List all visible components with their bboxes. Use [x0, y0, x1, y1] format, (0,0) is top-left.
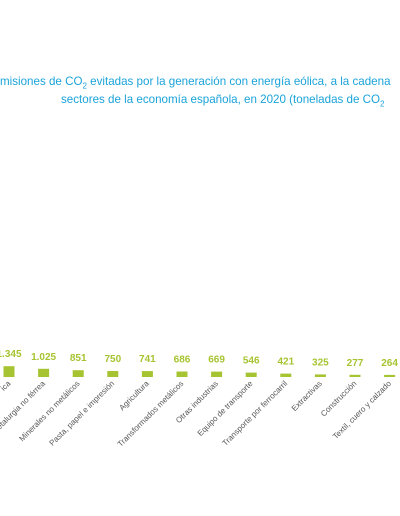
bar [3, 366, 15, 377]
bar-value-label: 1.345 [0, 349, 22, 360]
bar-value-label: 750 [104, 354, 121, 365]
bar [245, 372, 257, 377]
category-label: Textil, cuero y calzado [331, 379, 393, 441]
bar-value-label: 421 [277, 357, 294, 368]
bar-value-label: 741 [139, 354, 156, 365]
category-label: ica [0, 379, 13, 393]
bar-value-label: 264 [381, 358, 398, 369]
bar-value-label: 277 [347, 358, 364, 369]
bar [349, 374, 361, 377]
bar [141, 371, 153, 377]
bar-value-label: 669 [208, 355, 225, 366]
category-label: Transporte por ferrocarril [220, 379, 289, 448]
chart-title-line-2: sectores de la economía española, en 202… [61, 93, 385, 109]
bar [384, 374, 396, 377]
bar-value-label: 1.025 [31, 352, 56, 363]
bar-value-label: 851 [70, 353, 87, 364]
category-label: Transformados metálicos [116, 379, 186, 449]
bar [107, 371, 119, 377]
bar-value-label: 546 [243, 356, 260, 367]
chart-title-line-1: misiones de CO2 evitadas por la generaci… [0, 75, 391, 91]
bar [176, 371, 188, 377]
category-label: Extractivas [290, 379, 324, 413]
category-label: Pasta, papel e impresión [48, 379, 117, 448]
bar-value-label: 325 [312, 357, 329, 368]
bar [38, 368, 50, 377]
bar-value-label: 686 [174, 355, 191, 366]
bar [280, 373, 292, 377]
bar [211, 371, 223, 377]
bar [72, 370, 84, 377]
bar [314, 374, 326, 377]
category-label: Minerales no metálicos [17, 379, 81, 443]
category-label: Agricultura [117, 379, 151, 413]
